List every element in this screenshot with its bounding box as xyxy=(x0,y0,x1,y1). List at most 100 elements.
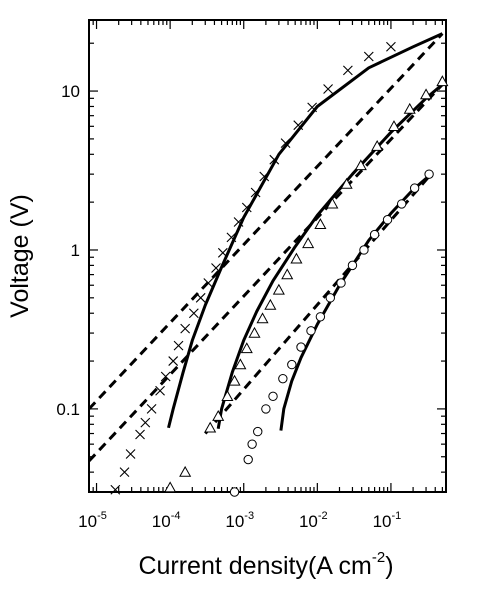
triangle-marker xyxy=(234,358,247,370)
x-marker xyxy=(211,263,221,273)
x-marker xyxy=(173,340,184,351)
x-tick-exponent: -4 xyxy=(171,510,181,522)
x-tick-label: 10-2 xyxy=(299,510,328,531)
x-marker xyxy=(323,84,333,94)
x-tick-exponent: -5 xyxy=(97,510,107,522)
triangle-marker xyxy=(436,75,449,87)
triangle-marker xyxy=(240,342,253,354)
x-tick-exponent: -3 xyxy=(244,510,254,522)
y-tick-label: 0.1 xyxy=(56,400,80,419)
triangle-marker xyxy=(272,283,285,295)
triangle-marker xyxy=(314,218,327,229)
triangle-marker xyxy=(256,312,269,324)
y-axis-title: Voltage (V) xyxy=(6,194,34,318)
x-marker xyxy=(259,171,270,182)
circle-marker xyxy=(306,326,316,336)
x-marker xyxy=(386,41,396,52)
circle-marker xyxy=(287,359,297,370)
triangle-marker xyxy=(179,465,192,477)
x-marker xyxy=(146,404,157,414)
x-tick-label: 10-1 xyxy=(373,510,402,531)
x-tick-labels: 10-5 10-4 10-3 10-2 10-1 xyxy=(78,510,401,531)
x-tick-base: 10 xyxy=(299,512,318,531)
triangle-marker xyxy=(212,409,225,421)
triangle-marker xyxy=(264,298,277,310)
solid-model-curve xyxy=(216,83,444,430)
x-marker xyxy=(135,429,145,440)
x-axis-title-main: Current density(A cm xyxy=(138,552,371,580)
data-markers xyxy=(110,41,449,497)
x-tick-exponent: -2 xyxy=(318,510,328,522)
x-tick-base: 10 xyxy=(78,512,97,531)
circle-marker xyxy=(247,439,257,449)
x-tick-label: 10-5 xyxy=(78,510,107,531)
circle-marker xyxy=(359,245,369,255)
x-marker xyxy=(110,484,121,495)
dashed-fit-line xyxy=(87,32,444,410)
y-tick-label: 1 xyxy=(71,241,80,260)
x-axis-title-exponent: -2 xyxy=(372,549,385,566)
triangle-marker xyxy=(228,374,241,386)
circle-marker xyxy=(424,169,434,179)
dashed-fit-line xyxy=(87,83,444,463)
solid-model-curve xyxy=(167,32,444,429)
x-marker xyxy=(195,292,206,303)
x-marker xyxy=(188,308,199,319)
x-marker xyxy=(363,51,374,62)
x-marker xyxy=(217,247,228,258)
circle-marker xyxy=(278,373,288,384)
triangle-marker xyxy=(248,326,261,338)
triangle-marker xyxy=(371,139,384,151)
model-curves xyxy=(87,32,444,463)
x-marker xyxy=(293,120,304,131)
x-tick-base: 10 xyxy=(225,512,244,531)
x-tick-base: 10 xyxy=(152,512,171,531)
circle-marker xyxy=(315,312,326,322)
x-marker xyxy=(280,138,291,149)
x-marker xyxy=(180,323,191,334)
x-tick-label: 10-4 xyxy=(152,510,181,531)
x-marker xyxy=(203,278,214,288)
triangle-marker xyxy=(281,268,294,280)
circle-marker xyxy=(229,487,240,497)
triangle-marker xyxy=(420,88,433,100)
x-tick-label: 10-3 xyxy=(225,510,254,531)
x-marker xyxy=(155,385,165,396)
y-tick-label: 10 xyxy=(61,82,80,101)
triangle-marker xyxy=(403,102,416,114)
circle-marker xyxy=(261,404,271,414)
circle-marker xyxy=(336,278,346,288)
x-tick-base: 10 xyxy=(373,512,392,531)
x-tick-exponent: -1 xyxy=(392,510,402,522)
circle-marker xyxy=(347,260,358,271)
circle-marker xyxy=(396,199,407,209)
x-marker xyxy=(241,202,252,213)
x-marker xyxy=(342,65,353,76)
circle-marker xyxy=(382,215,393,225)
circle-marker xyxy=(253,426,263,437)
dashed-fit-line xyxy=(204,173,433,435)
x-marker xyxy=(119,467,130,478)
x-marker xyxy=(160,371,171,382)
y-tick-labels: 0.1 1 10 xyxy=(56,82,80,419)
triangle-marker xyxy=(204,421,217,433)
plot-frame xyxy=(88,19,447,493)
x-marker xyxy=(125,449,136,459)
circle-marker xyxy=(369,229,380,240)
x-marker xyxy=(307,102,318,113)
triangle-marker xyxy=(221,390,234,401)
circle-marker xyxy=(325,293,335,303)
triangle-marker xyxy=(326,197,339,209)
x-axis-title-close: ) xyxy=(385,552,393,580)
triangle-marker xyxy=(290,252,303,264)
x-axis-title: Current density(A cm-2) xyxy=(138,549,393,580)
triangle-marker xyxy=(302,237,315,249)
solid-model-curve xyxy=(279,173,432,431)
circle-marker xyxy=(243,454,253,465)
x-marker xyxy=(168,356,179,366)
triangle-marker xyxy=(354,159,367,171)
circle-marker xyxy=(409,183,420,193)
x-marker xyxy=(140,417,151,428)
triangle-marker xyxy=(340,177,353,189)
